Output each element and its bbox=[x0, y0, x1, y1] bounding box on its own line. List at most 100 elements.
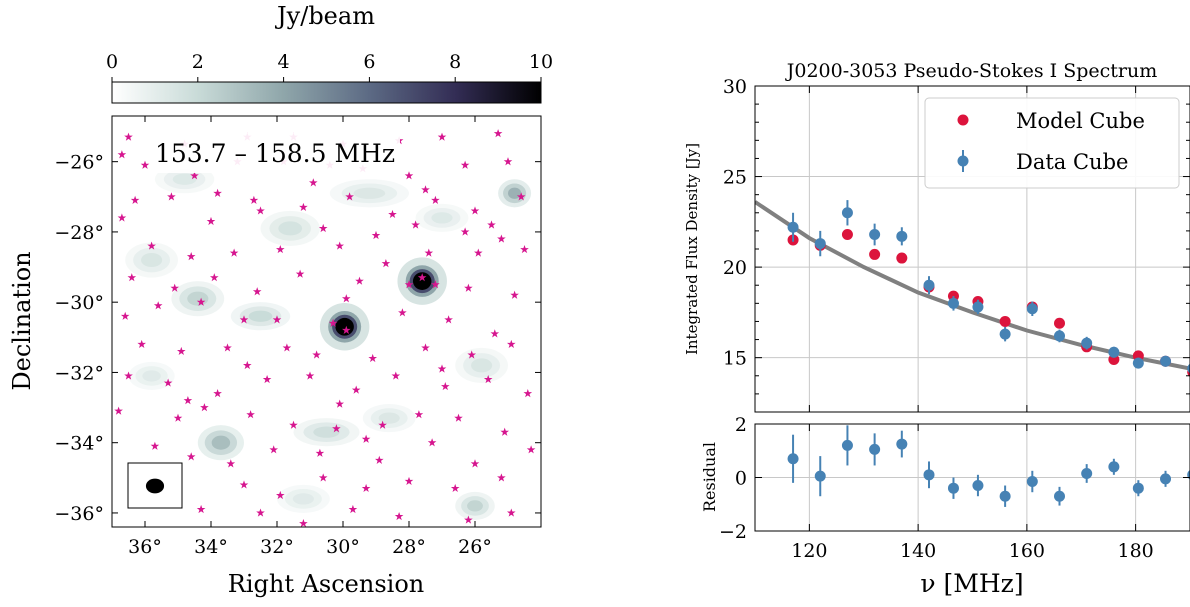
residual-point bbox=[1132, 480, 1144, 497]
residual-y-tick-label: −2 bbox=[719, 521, 747, 543]
image-y-tick-label: −32° bbox=[54, 362, 104, 384]
power-law-fit-line bbox=[755, 200, 1190, 371]
residual-x-tick-label: 180 bbox=[1117, 540, 1153, 562]
faint-emission-blob bbox=[329, 179, 409, 208]
image-y-label: Declination bbox=[8, 251, 36, 390]
colorbar bbox=[111, 81, 542, 104]
data-cube-point bbox=[787, 212, 799, 242]
faint-emission-blob bbox=[128, 361, 175, 391]
residual-point bbox=[896, 430, 908, 458]
data-cube-point bbox=[841, 200, 853, 226]
annotation-box bbox=[150, 133, 400, 173]
frequency-annotation: 153.7 – 158.5 MHz bbox=[155, 139, 395, 168]
data-cube-point bbox=[999, 326, 1011, 342]
colorbar-label: Jy/beam bbox=[274, 2, 375, 30]
image-x-ticks: 36° 34° 32° 30° 28° 26° bbox=[128, 116, 492, 558]
image-x-label: Right Ascension bbox=[228, 570, 425, 598]
residual-points bbox=[787, 425, 1190, 507]
beam-inset-box bbox=[127, 462, 183, 509]
spectrum-panel: J0200-3053 Pseudo-Stokes I Spectrum 15 2 0… bbox=[683, 60, 1190, 598]
faint-emission-blob bbox=[455, 491, 495, 520]
colorbar-ticks: 0 2 4 6 8 10 bbox=[106, 51, 553, 82]
spectrum-title: J0200-3053 Pseudo-Stokes I Spectrum bbox=[785, 60, 1158, 82]
spectrum-points bbox=[787, 200, 1190, 377]
residual-point bbox=[1108, 458, 1120, 475]
model-cube-point bbox=[869, 248, 881, 260]
residual-point bbox=[947, 477, 959, 499]
spectrum-y-label: Integrated Flux Density [Jy] bbox=[683, 143, 701, 355]
residual-x-tick-label: 160 bbox=[1009, 540, 1045, 562]
residual-y-tick-label: 2 bbox=[735, 414, 747, 436]
faint-emission-blob bbox=[197, 425, 244, 461]
faint-emission-blob bbox=[362, 404, 416, 433]
colorbar-tick-label: 10 bbox=[529, 51, 553, 73]
beam-ellipse bbox=[145, 478, 165, 494]
faint-emission-blob bbox=[260, 210, 320, 246]
spectrum-x-label: ν [MHz] bbox=[920, 569, 1023, 598]
residual-point bbox=[999, 485, 1011, 507]
data-cube-point bbox=[923, 276, 935, 295]
spectrum-y-tick-label: 30 bbox=[723, 76, 747, 98]
image-y-tick-label: −28° bbox=[54, 222, 104, 244]
image-x-tick-label: 36° bbox=[128, 536, 162, 558]
residual-point bbox=[787, 434, 799, 483]
spectrum-y-tick-label: 25 bbox=[723, 167, 747, 189]
image-panel: Jy/beam 0 2 4 6 8 10 153.7 – 158.5 MHz 36° 34°… bbox=[8, 2, 553, 598]
data-cube-point bbox=[1187, 363, 1190, 374]
faint-emission-blob bbox=[277, 484, 330, 513]
residual-point bbox=[1081, 464, 1093, 483]
faint-emission-blob bbox=[415, 203, 469, 232]
residual-point bbox=[1160, 470, 1172, 487]
legend-model-marker bbox=[957, 114, 969, 126]
bright-source bbox=[319, 303, 370, 351]
residual-x-tick-label: 140 bbox=[900, 540, 936, 562]
data-cube-point bbox=[972, 299, 984, 315]
image-x-tick-label: 32° bbox=[260, 536, 294, 558]
colorbar-tick-label: 6 bbox=[363, 51, 375, 73]
spectrum-y-tick-label: 15 bbox=[723, 348, 747, 370]
legend-data-label: Data Cube bbox=[1016, 150, 1128, 174]
residual-point bbox=[923, 461, 935, 489]
image-y-tick-label: −34° bbox=[54, 433, 104, 455]
residual-point bbox=[841, 425, 853, 466]
residual-point bbox=[869, 433, 881, 466]
image-y-ticks: −26° −28° −30° −32° −34° −36° bbox=[54, 152, 541, 525]
faint-emission-blob bbox=[171, 281, 225, 317]
colorbar-tick-label: 2 bbox=[192, 51, 204, 73]
legend-box bbox=[924, 97, 1180, 189]
image-y-tick-label: −30° bbox=[54, 292, 104, 314]
model-cube-point bbox=[999, 315, 1011, 327]
residual-point bbox=[1026, 470, 1038, 493]
faint-emission-blob bbox=[230, 302, 291, 331]
data-cube-point bbox=[1132, 357, 1144, 369]
residual-point bbox=[972, 474, 984, 497]
legend: Model Cube Data Cube bbox=[924, 97, 1180, 189]
data-cube-point bbox=[1081, 336, 1093, 350]
data-cube-point bbox=[814, 230, 826, 257]
faint-emission-blob bbox=[125, 242, 178, 278]
data-cube-point bbox=[869, 223, 881, 246]
faint-emission-layer bbox=[125, 165, 532, 520]
residual-point bbox=[814, 456, 826, 497]
legend-data-marker bbox=[957, 155, 969, 167]
data-cube-point bbox=[1026, 301, 1038, 317]
image-y-tick-label: −36° bbox=[54, 503, 104, 525]
data-cube-point bbox=[947, 296, 959, 311]
image-x-tick-label: 34° bbox=[194, 536, 228, 558]
spectrum-ticks: 15 20 25 30 bbox=[723, 76, 1190, 413]
data-cube-point bbox=[1108, 346, 1120, 358]
image-y-tick-label: −26° bbox=[54, 152, 104, 174]
image-x-tick-label: 30° bbox=[326, 536, 360, 558]
image-x-tick-label: 26° bbox=[458, 536, 492, 558]
data-cube-point bbox=[896, 227, 908, 246]
residual-point bbox=[1054, 486, 1065, 506]
residual-ticks: 120 140 160 180 −2 0 2 bbox=[719, 414, 1190, 562]
model-cube-point bbox=[841, 229, 853, 241]
legend-model-label: Model Cube bbox=[1016, 109, 1145, 133]
faint-emission-blob bbox=[498, 179, 532, 208]
faint-emission-blob bbox=[455, 347, 508, 383]
colorbar-tick-label: 0 bbox=[106, 51, 118, 73]
residual-y-tick-label: 0 bbox=[735, 468, 747, 490]
faint-emission-blob bbox=[293, 418, 360, 447]
